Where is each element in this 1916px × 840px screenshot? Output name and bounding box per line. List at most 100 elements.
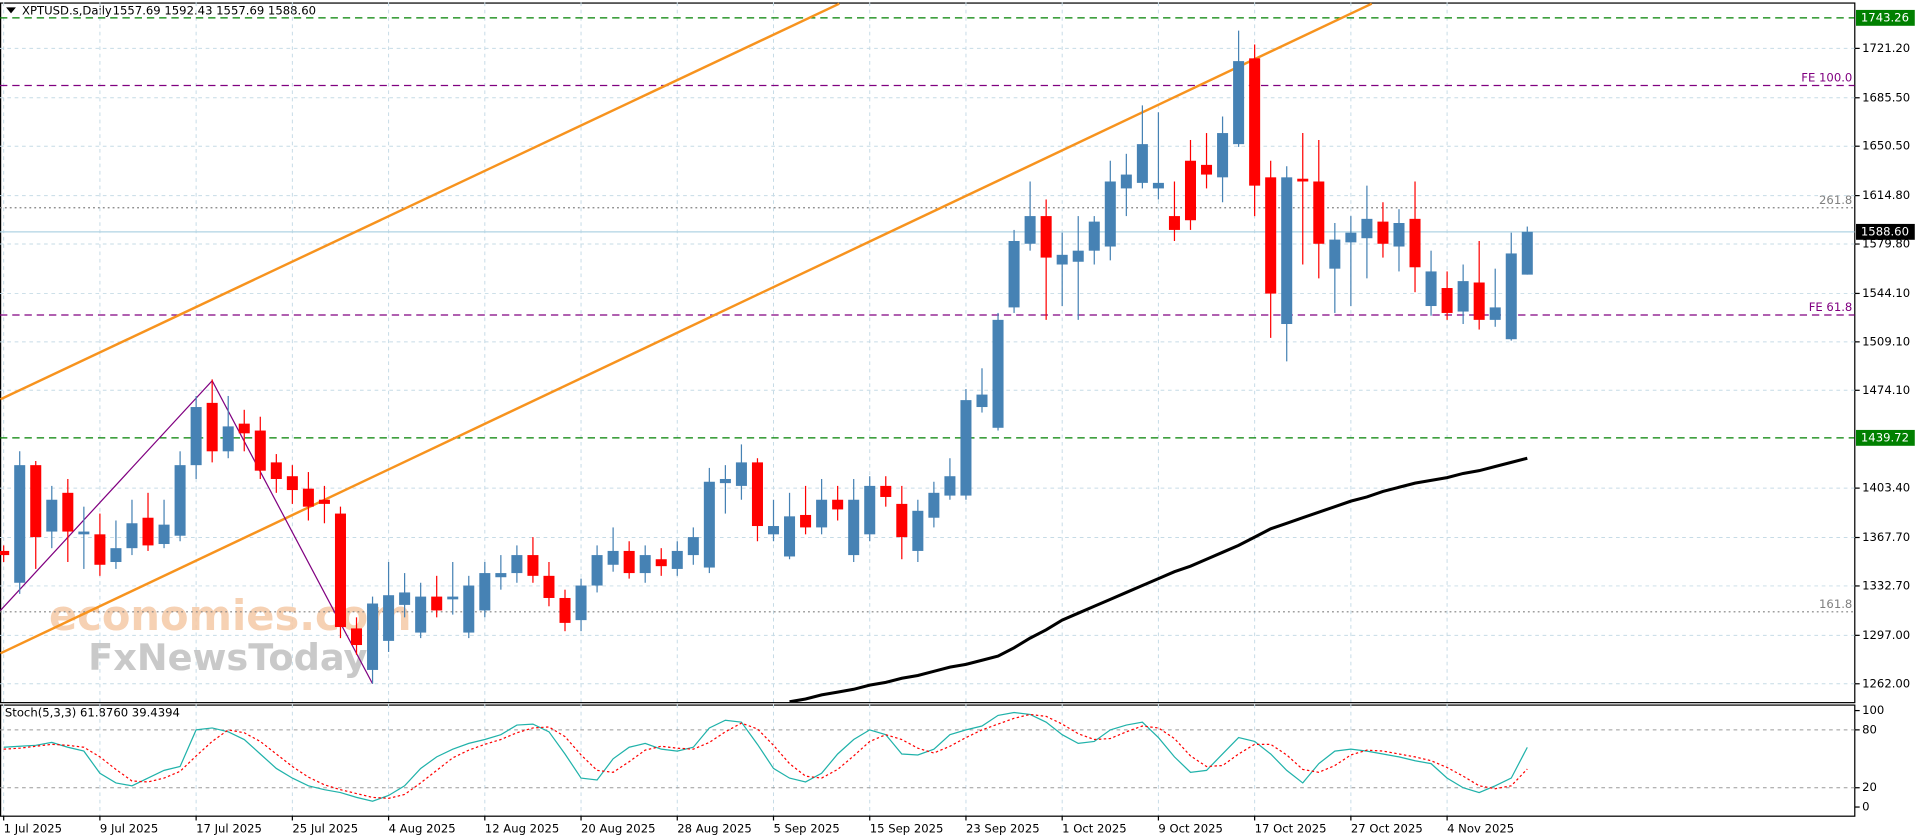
candle-body — [78, 531, 90, 535]
y-tick-label: 1403.40 — [1862, 481, 1910, 495]
x-tick-label: 12 Aug 2025 — [485, 822, 559, 836]
x-tick-label: 9 Oct 2025 — [1158, 822, 1222, 836]
candle-body — [1120, 174, 1132, 189]
level-price-label: 1588.60 — [1861, 224, 1909, 238]
stoch-tick-label: 20 — [1862, 780, 1877, 794]
level-label: 161.8 — [1819, 597, 1852, 611]
stoch-tick-label: 80 — [1862, 722, 1877, 736]
channel-line — [0, 2, 840, 401]
x-tick-label: 17 Jul 2025 — [196, 822, 262, 836]
y-tick-label: 1579.80 — [1862, 237, 1910, 251]
candle-body — [479, 573, 491, 611]
candle-body — [880, 485, 892, 497]
candle-body — [318, 499, 330, 504]
candle-body — [1168, 216, 1180, 230]
candle-body — [543, 575, 555, 598]
candle-body — [1377, 221, 1389, 244]
candle-body — [687, 537, 699, 556]
candle-body — [383, 595, 395, 641]
candle-body — [1361, 218, 1373, 239]
candle-body — [816, 499, 828, 528]
level-label: FE 100.0 — [1801, 71, 1852, 85]
candle-body — [1088, 221, 1100, 251]
candle-body — [367, 603, 379, 670]
candle-body — [351, 628, 363, 646]
main-pane-frame — [0, 2, 1856, 704]
candle-body — [607, 550, 619, 565]
candle-body — [1281, 177, 1293, 325]
candle-body — [1329, 239, 1341, 269]
candle-body — [270, 462, 282, 479]
candle-body — [767, 526, 780, 535]
y-tick-label: 1262.00 — [1862, 676, 1910, 690]
candle-body — [222, 426, 234, 452]
candle-body — [110, 548, 122, 563]
candle-body — [238, 423, 250, 434]
x-tick-label: 23 Sep 2025 — [966, 822, 1040, 836]
candle-body — [206, 402, 218, 452]
candle-body — [848, 499, 860, 556]
candle-body — [1265, 177, 1277, 294]
level-price-label: 1743.26 — [1861, 10, 1909, 24]
candle-body — [575, 585, 587, 621]
candle-body — [1249, 58, 1261, 186]
candle-body — [495, 573, 507, 578]
candle-body — [832, 499, 844, 510]
candle-body — [1441, 288, 1453, 313]
candle-body — [1024, 216, 1036, 244]
candle-body — [1521, 231, 1533, 275]
candle-body — [671, 550, 683, 569]
candle-body — [94, 534, 106, 565]
x-tick-label: 20 Aug 2025 — [581, 822, 655, 836]
candle-body — [655, 559, 667, 567]
candle-body — [960, 400, 972, 496]
candle-body — [431, 596, 443, 611]
candle-body — [639, 555, 651, 574]
ohlc-values: 1557.69 1592.43 1557.69 1588.60 — [113, 3, 316, 17]
candle-body — [511, 555, 523, 574]
candle-body — [1409, 218, 1421, 268]
x-tick-label: 25 Jul 2025 — [292, 822, 358, 836]
menu-arrow[interactable] — [6, 7, 16, 14]
candle-body — [1056, 254, 1068, 265]
y-tick-label: 1332.70 — [1862, 578, 1910, 592]
candle-body — [896, 503, 908, 538]
candle-body — [1313, 181, 1325, 244]
candle-body — [1217, 133, 1229, 178]
channel-line — [0, 2, 1373, 655]
candle-body — [14, 465, 26, 583]
candle-body — [912, 510, 924, 551]
candle-body — [1425, 271, 1437, 307]
candle-body — [254, 430, 266, 471]
level-label: FE 61.8 — [1809, 300, 1853, 314]
x-tick-label: 27 Oct 2025 — [1351, 822, 1423, 836]
candle-body — [976, 394, 988, 408]
candle-body — [286, 476, 298, 491]
candle-body — [399, 592, 411, 605]
candle-body — [1104, 181, 1116, 247]
level-label: 261.8 — [1819, 193, 1852, 207]
y-tick-label: 1650.50 — [1862, 139, 1910, 153]
stoch-tick-label: 100 — [1862, 703, 1884, 717]
candle-body — [126, 523, 138, 549]
candle-body — [623, 550, 635, 574]
candle-body — [1489, 307, 1501, 320]
x-tick-label: 1 Jul 2025 — [4, 822, 62, 836]
candle-body — [527, 555, 539, 576]
level-price-box — [1856, 9, 1915, 26]
y-tick-label: 1614.80 — [1862, 188, 1910, 202]
candle-body — [1393, 223, 1405, 247]
candle-body — [30, 465, 42, 538]
candle-body — [1136, 144, 1148, 183]
stoch-title: Stoch(5,3,3) 61.8760 39.4394 — [5, 706, 180, 720]
candle-body — [1297, 178, 1309, 182]
y-tick-label: 1297.00 — [1862, 628, 1910, 642]
candle-body — [1457, 281, 1469, 312]
candle-body — [1201, 164, 1213, 175]
candle-body — [0, 550, 10, 556]
candle-body — [1473, 282, 1485, 320]
candle-body — [992, 319, 1004, 428]
